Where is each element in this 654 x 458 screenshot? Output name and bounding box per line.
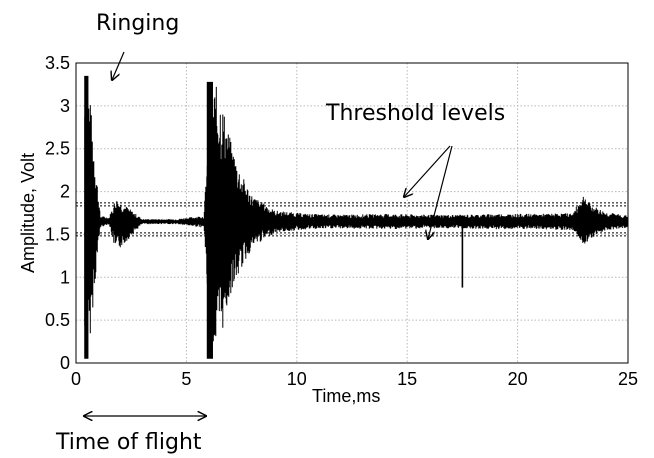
y-tick-label: 1.5: [45, 224, 70, 244]
threshold-annotation: Threshold levels: [325, 101, 505, 126]
y-tick-label: 0.5: [45, 310, 70, 330]
plot-area: [76, 63, 628, 363]
time-of-flight-annotation: Time of flight: [55, 430, 202, 455]
ringing-arrow: [112, 51, 125, 80]
y-tick-label: 0: [60, 353, 70, 373]
x-tick-labels: 0 5 10 15 20 25: [71, 369, 638, 389]
x-tick-label: 20: [508, 369, 528, 389]
threshold-lines: [76, 202, 628, 237]
x-axis-label: Time,ms: [312, 386, 380, 406]
y-tick-label: 3: [60, 96, 70, 116]
y-tick-label: 2: [60, 182, 70, 202]
signal-burst: [84, 75, 213, 359]
y-tick-label: 3.5: [45, 53, 70, 73]
x-tick-label: 10: [287, 369, 307, 389]
threshold-arrow-lower: [428, 145, 453, 239]
threshold-arrow-upper: [404, 145, 451, 197]
grid: [76, 63, 628, 363]
y-tick-label: 1: [60, 267, 70, 287]
y-tick-labels: 0 0.5 1 1.5 2 2.5 3 3.5: [45, 53, 70, 373]
x-tick-label: 0: [71, 369, 81, 389]
plot-frame: [75, 62, 629, 364]
ringing-annotation: Ringing: [96, 11, 179, 36]
y-axis-label: Amplitude, Volt: [18, 153, 38, 273]
x-tick-label: 5: [181, 369, 191, 389]
signal-series: [84, 75, 629, 359]
y-tick-label: 2.5: [45, 139, 70, 159]
x-tick-label: 25: [618, 369, 638, 389]
x-tick-label: 15: [397, 369, 417, 389]
